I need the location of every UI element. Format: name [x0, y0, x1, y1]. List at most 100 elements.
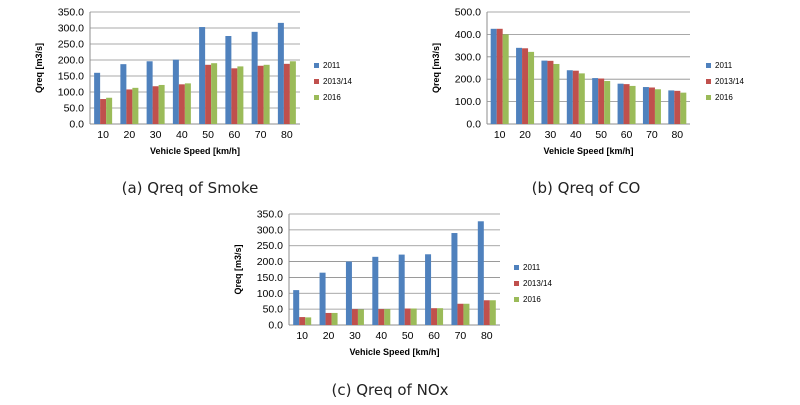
bar-2016-70 [654, 89, 661, 124]
y-tick-label: 100.0 [257, 288, 283, 300]
y-tick-label: 200.0 [455, 74, 481, 86]
bar-2016-40 [384, 309, 391, 325]
legend-swatch [514, 265, 519, 270]
x-tick-label: 20 [323, 330, 335, 342]
bar-201314-70 [257, 65, 264, 124]
bar-2016-20 [528, 51, 535, 124]
bar-2011-70 [451, 233, 458, 325]
x-axis-title: Vehicle Speed [km/h] [543, 146, 633, 156]
bar-2011-40 [172, 59, 179, 124]
bar-2011-70 [642, 87, 649, 124]
bar-2016-10 [106, 97, 113, 124]
bar-2016-40 [184, 83, 191, 124]
y-tick-label: 200.0 [58, 55, 84, 67]
bar-2016-70 [463, 303, 470, 325]
y-tick-label: 350.0 [257, 209, 283, 221]
bar-2016-10 [305, 317, 312, 325]
bar-2011-70 [251, 31, 258, 125]
bar-2011-40 [566, 70, 573, 124]
bar-201314-40 [572, 70, 579, 124]
bar-2011-50 [398, 254, 405, 325]
bar-201314-60 [623, 84, 630, 124]
x-tick-label: 30 [545, 129, 557, 141]
bar-2011-10 [94, 72, 101, 124]
bar-201314-80 [283, 63, 290, 124]
legend-label: 2011 [715, 61, 733, 70]
x-tick-label: 80 [671, 129, 683, 141]
bar-2016-50 [604, 80, 611, 124]
bar-2016-60 [629, 85, 636, 124]
x-tick-label: 50 [402, 330, 414, 342]
bar-2016-50 [410, 308, 417, 325]
bar-201314-20 [325, 312, 332, 325]
x-tick-label: 80 [281, 129, 293, 141]
chart-0: 0.0 50.0 100.0 150.0 200.0 250.0 300.0 350.0 10 2… [34, 7, 352, 198]
y-tick-label: 250.0 [257, 240, 283, 252]
x-tick-label: 70 [255, 129, 267, 141]
y-tick-label: 300.0 [58, 23, 84, 35]
y-tick-label: 150.0 [257, 272, 283, 284]
bar-201314-10 [496, 28, 503, 124]
y-tick-label: 50.0 [263, 304, 284, 316]
x-tick-label: 60 [621, 129, 633, 141]
x-tick-label: 40 [570, 129, 582, 141]
x-tick-label: 20 [124, 129, 136, 141]
legend-label: 2013/14 [715, 77, 744, 86]
y-axis-title: Qreq [m3/s] [431, 43, 441, 93]
bar-201314-30 [351, 309, 358, 325]
bar-201314-30 [547, 60, 554, 124]
bar-2016-70 [263, 64, 270, 124]
bar-2011-60 [617, 83, 624, 124]
x-tick-label: 30 [150, 129, 162, 141]
x-tick-label: 70 [455, 330, 467, 342]
chart-caption: (b) Qreq of CO [532, 179, 641, 197]
chart-2: 0.0 50.0 100.0 150.0 200.0 250.0 300.0 350.0 10 2… [233, 209, 552, 400]
bar-2011-80 [277, 22, 284, 125]
x-tick-label: 30 [349, 330, 361, 342]
legend-label: 2011 [523, 263, 541, 272]
bar-201314-40 [378, 309, 385, 325]
legend-label: 2016 [715, 93, 733, 102]
bar-2016-40 [578, 73, 585, 124]
legend-swatch [314, 95, 319, 100]
bar-2011-30 [541, 60, 548, 124]
bar-201314-10 [100, 99, 107, 124]
bar-201314-20 [522, 48, 529, 125]
x-tick-label: 10 [296, 330, 308, 342]
chart-1: 0.0 100.0 200.0 300.0 400.0 500.0 10 20 30 40 50 60… [431, 7, 744, 198]
bar-201314-80 [483, 300, 490, 325]
bar-2016-30 [357, 309, 364, 325]
legend-swatch [314, 79, 319, 84]
legend-swatch [706, 79, 711, 84]
bar-2016-50 [211, 63, 218, 124]
bar-2011-20 [319, 272, 326, 325]
y-tick-label: 100.0 [455, 96, 481, 108]
y-axis-title: Qreq [m3/s] [34, 43, 44, 93]
x-tick-label: 10 [97, 129, 109, 141]
bar-201314-60 [231, 68, 238, 124]
bar-201314-50 [205, 64, 212, 124]
bar-201314-80 [674, 90, 681, 124]
bar-201314-20 [126, 89, 133, 124]
x-axis-title: Vehicle Speed [km/h] [349, 347, 439, 357]
bar-201314-10 [299, 317, 306, 325]
legend-swatch [314, 63, 319, 68]
legend-swatch [514, 281, 519, 286]
bar-2011-80 [477, 221, 484, 325]
legend-swatch [514, 297, 519, 302]
x-tick-label: 40 [375, 330, 387, 342]
bar-201314-30 [152, 86, 159, 124]
x-tick-label: 70 [646, 129, 658, 141]
legend-label: 2016 [523, 295, 541, 304]
x-tick-label: 60 [229, 129, 241, 141]
bar-2011-60 [425, 254, 432, 325]
bar-201314-50 [404, 308, 411, 325]
y-tick-label: 100.0 [58, 87, 84, 99]
bar-2011-20 [516, 47, 523, 125]
bar-2011-60 [225, 36, 232, 124]
y-tick-label: 0.0 [466, 119, 481, 131]
bar-2016-20 [331, 312, 338, 325]
bar-2011-10 [293, 290, 300, 325]
bar-201314-70 [648, 87, 655, 124]
bar-2016-30 [158, 84, 165, 124]
